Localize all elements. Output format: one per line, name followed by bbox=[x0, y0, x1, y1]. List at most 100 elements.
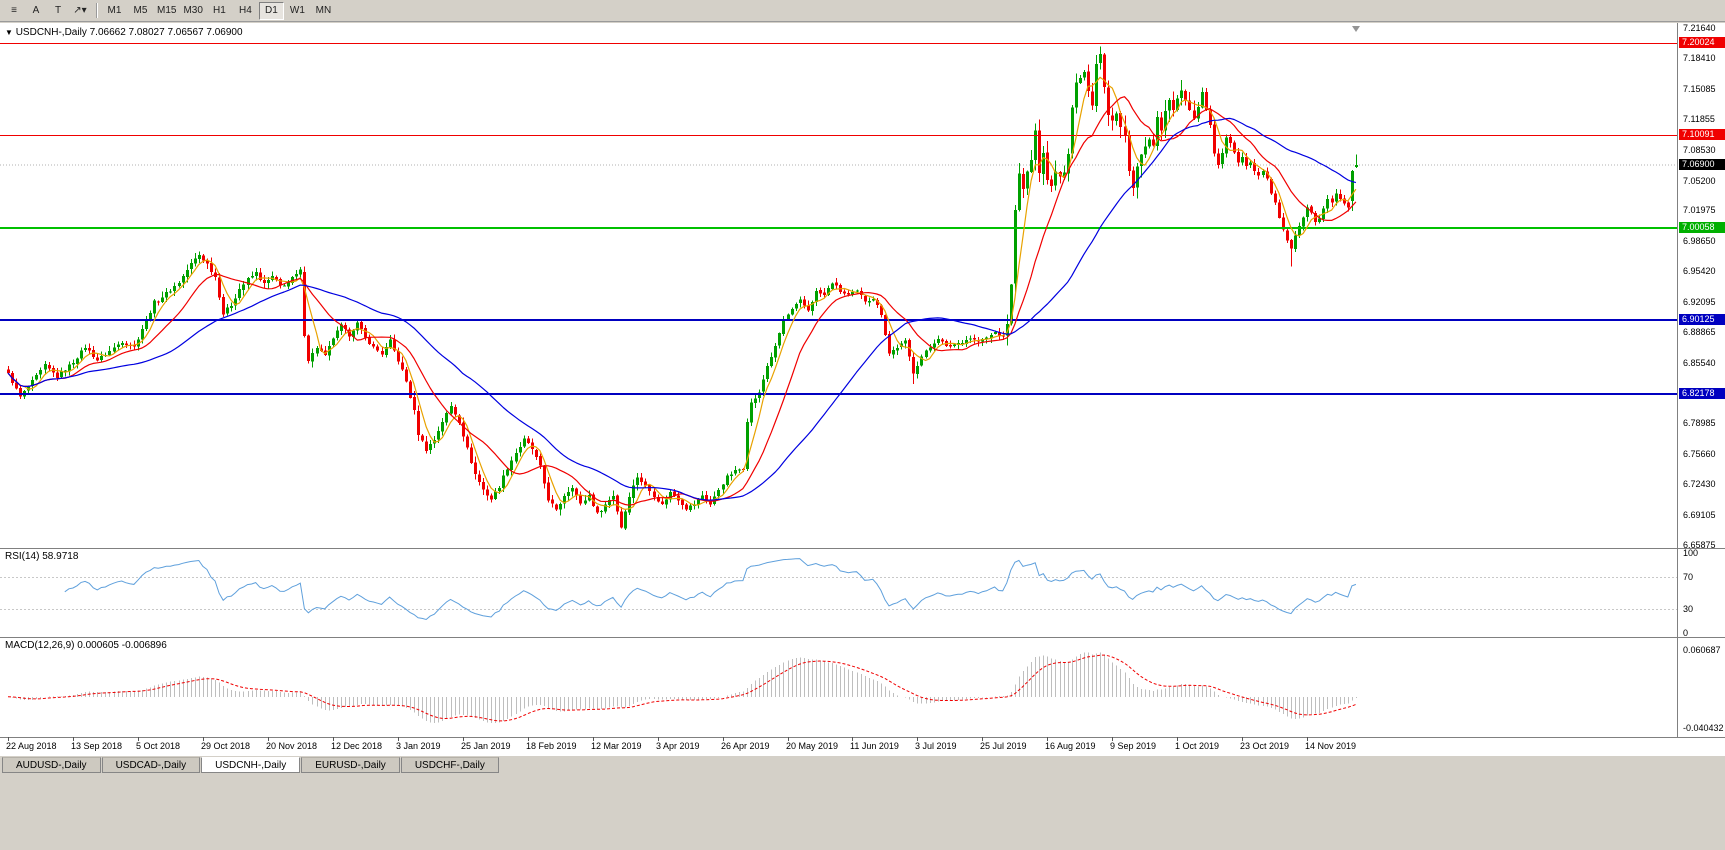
price-tick: 6.65875 bbox=[1683, 539, 1716, 550]
price-tick: 7.18410 bbox=[1683, 53, 1716, 64]
toolbar-separator bbox=[96, 3, 97, 18]
macd-signal-line bbox=[7, 654, 1357, 722]
draw-tools-icon[interactable]: ↗▾ bbox=[73, 5, 87, 16]
timeframe-button-m5[interactable]: M5 bbox=[133, 5, 148, 16]
price-badge-support-line: 6.90125 bbox=[1679, 314, 1725, 326]
chart-tab-usdcad[interactable]: USDCAD-,Daily bbox=[101, 757, 201, 773]
macd-axis-tick: -0.040432 bbox=[1683, 722, 1724, 733]
price-axis[interactable]: 7.21640 7.18410 7.15085 7.11855 7.08530 7.052… bbox=[1678, 0, 1725, 756]
price-tick: 6.95420 bbox=[1683, 266, 1716, 277]
time-tick bbox=[138, 737, 139, 741]
ma-5-line bbox=[7, 76, 1357, 510]
time-tick bbox=[463, 737, 464, 741]
chart-tab-audusd[interactable]: AUDUSD-,Daily bbox=[2, 757, 101, 773]
rsi-label: RSI(14) 58.9718 bbox=[5, 551, 78, 562]
timeframe-button-m1[interactable]: M1 bbox=[107, 5, 122, 16]
macd-histogram bbox=[12, 652, 1357, 724]
price-tick: 6.88865 bbox=[1683, 326, 1716, 337]
price-tick: 6.85540 bbox=[1683, 357, 1716, 368]
time-tick bbox=[982, 737, 983, 741]
date-label: 3 Jul 2019 bbox=[915, 741, 957, 751]
splitter-rsi-macd[interactable] bbox=[0, 637, 1725, 638]
charts-menu-icon[interactable]: ≡ bbox=[11, 5, 17, 16]
time-tick bbox=[917, 737, 918, 741]
timeframe-button-d1[interactable]: D1 bbox=[258, 1, 284, 20]
time-tick bbox=[1307, 737, 1308, 741]
price-tick: 7.08530 bbox=[1683, 144, 1716, 155]
price-tick: 6.75660 bbox=[1683, 449, 1716, 460]
chart-tabs-bar: AUDUSD-,Daily USDCAD-,Daily USDCNH-,Daily E… bbox=[0, 757, 1725, 777]
timeframe-button-w1[interactable]: W1 bbox=[289, 5, 305, 16]
time-tick bbox=[203, 737, 204, 741]
date-label: 23 Oct 2019 bbox=[1240, 741, 1290, 751]
chart-ohlc: 7.06662 7.08027 7.06567 7.06900 bbox=[89, 27, 243, 38]
date-label: 13 Sep 2018 bbox=[71, 741, 123, 751]
date-label: 11 Jun 2019 bbox=[850, 741, 899, 751]
time-tick bbox=[658, 737, 659, 741]
timeframe-button-h4[interactable]: H4 bbox=[239, 5, 252, 16]
top-toolbar: ≡ A T ↗▾ M1 M5 M15 M30 H1 H4 D1 W1 MN bbox=[0, 0, 1725, 22]
date-label: 1 Oct 2019 bbox=[1175, 741, 1220, 751]
rsi-indicator-canvas[interactable] bbox=[0, 549, 1677, 637]
price-tick: 6.69105 bbox=[1683, 509, 1716, 520]
cursor-tool-icon[interactable]: A bbox=[32, 5, 40, 16]
time-tick bbox=[852, 737, 853, 741]
time-tick bbox=[788, 737, 789, 741]
chart-symbol-period: USDCNH-,Daily bbox=[15, 27, 87, 38]
price-tick: 7.01975 bbox=[1683, 205, 1716, 216]
chart-window bbox=[0, 23, 1725, 756]
rsi-axis-tick: 100 bbox=[1683, 548, 1699, 558]
timeframe-button-m30[interactable]: M30 bbox=[183, 5, 203, 16]
chart-dropdown-icon[interactable]: ▼ bbox=[5, 28, 13, 37]
date-label: 25 Jul 2019 bbox=[980, 741, 1027, 751]
macd-label: MACD(12,26,9) 0.000605 -0.006896 bbox=[5, 640, 167, 651]
price-tick: 6.72430 bbox=[1683, 478, 1716, 489]
timeframe-button-h1[interactable]: H1 bbox=[213, 5, 226, 16]
time-tick bbox=[1177, 737, 1178, 741]
date-label: 5 Oct 2018 bbox=[136, 741, 181, 751]
price-badge-support-line: 7.00058 bbox=[1679, 222, 1725, 234]
date-label: 20 May 2019 bbox=[786, 741, 839, 751]
rsi-value: 58.9718 bbox=[42, 551, 79, 562]
time-tick bbox=[333, 737, 334, 741]
date-label: 29 Oct 2018 bbox=[201, 741, 251, 751]
date-label: 26 Apr 2019 bbox=[721, 741, 770, 751]
ma-40-line bbox=[7, 117, 1357, 501]
text-tool-icon[interactable]: T bbox=[54, 5, 62, 16]
chart-tab-eurusd[interactable]: EURUSD-,Daily bbox=[301, 757, 400, 773]
time-tick bbox=[723, 737, 724, 741]
splitter-main-rsi[interactable] bbox=[0, 548, 1725, 549]
price-tick: 7.15085 bbox=[1683, 83, 1716, 94]
price-tick: 7.05200 bbox=[1683, 175, 1716, 186]
time-tick bbox=[528, 737, 529, 741]
macd-axis-tick: 0.060687 bbox=[1683, 644, 1721, 655]
date-label: 22 Aug 2018 bbox=[6, 741, 57, 751]
time-tick bbox=[1242, 737, 1243, 741]
rsi-line bbox=[64, 558, 1357, 621]
time-tick bbox=[1047, 737, 1048, 741]
timeframe-button-mn[interactable]: MN bbox=[315, 5, 332, 16]
time-axis-line bbox=[0, 737, 1725, 738]
macd-name: MACD(12,26,9) bbox=[5, 640, 75, 651]
macd-values: 0.000605 -0.006896 bbox=[77, 640, 167, 651]
timeframe-buttons: M1 M5 M15 M30 H1 H4 D1 W1 MN bbox=[102, 1, 336, 20]
chart-tab-usdcnh[interactable]: USDCNH-,Daily bbox=[201, 757, 301, 773]
chart-title: ▼ USDCNH-,Daily 7.06662 7.08027 7.06567 … bbox=[5, 27, 243, 38]
chart-shift-marker[interactable] bbox=[1352, 26, 1360, 32]
price-badge-resistance-line: 7.20024 bbox=[1679, 37, 1725, 49]
rsi-axis-tick: 0 bbox=[1683, 628, 1689, 638]
price-tick: 7.21640 bbox=[1683, 23, 1716, 34]
macd-indicator-canvas[interactable] bbox=[0, 638, 1677, 737]
date-label: 25 Jan 2019 bbox=[461, 741, 511, 751]
timeframe-button-m15[interactable]: M15 bbox=[157, 5, 177, 16]
chart-tab-usdchf[interactable]: USDCHF-,Daily bbox=[400, 757, 499, 773]
date-label: 9 Sep 2019 bbox=[1110, 741, 1157, 751]
axis-separator bbox=[1677, 23, 1678, 737]
date-label: 18 Feb 2019 bbox=[526, 741, 577, 751]
price-tick: 7.11855 bbox=[1683, 113, 1715, 124]
date-label: 12 Dec 2018 bbox=[331, 741, 383, 751]
main-chart-canvas[interactable] bbox=[0, 23, 1677, 548]
date-label: 3 Apr 2019 bbox=[656, 741, 700, 751]
rsi-name: RSI(14) bbox=[5, 551, 40, 562]
candles bbox=[0, 43, 1677, 531]
